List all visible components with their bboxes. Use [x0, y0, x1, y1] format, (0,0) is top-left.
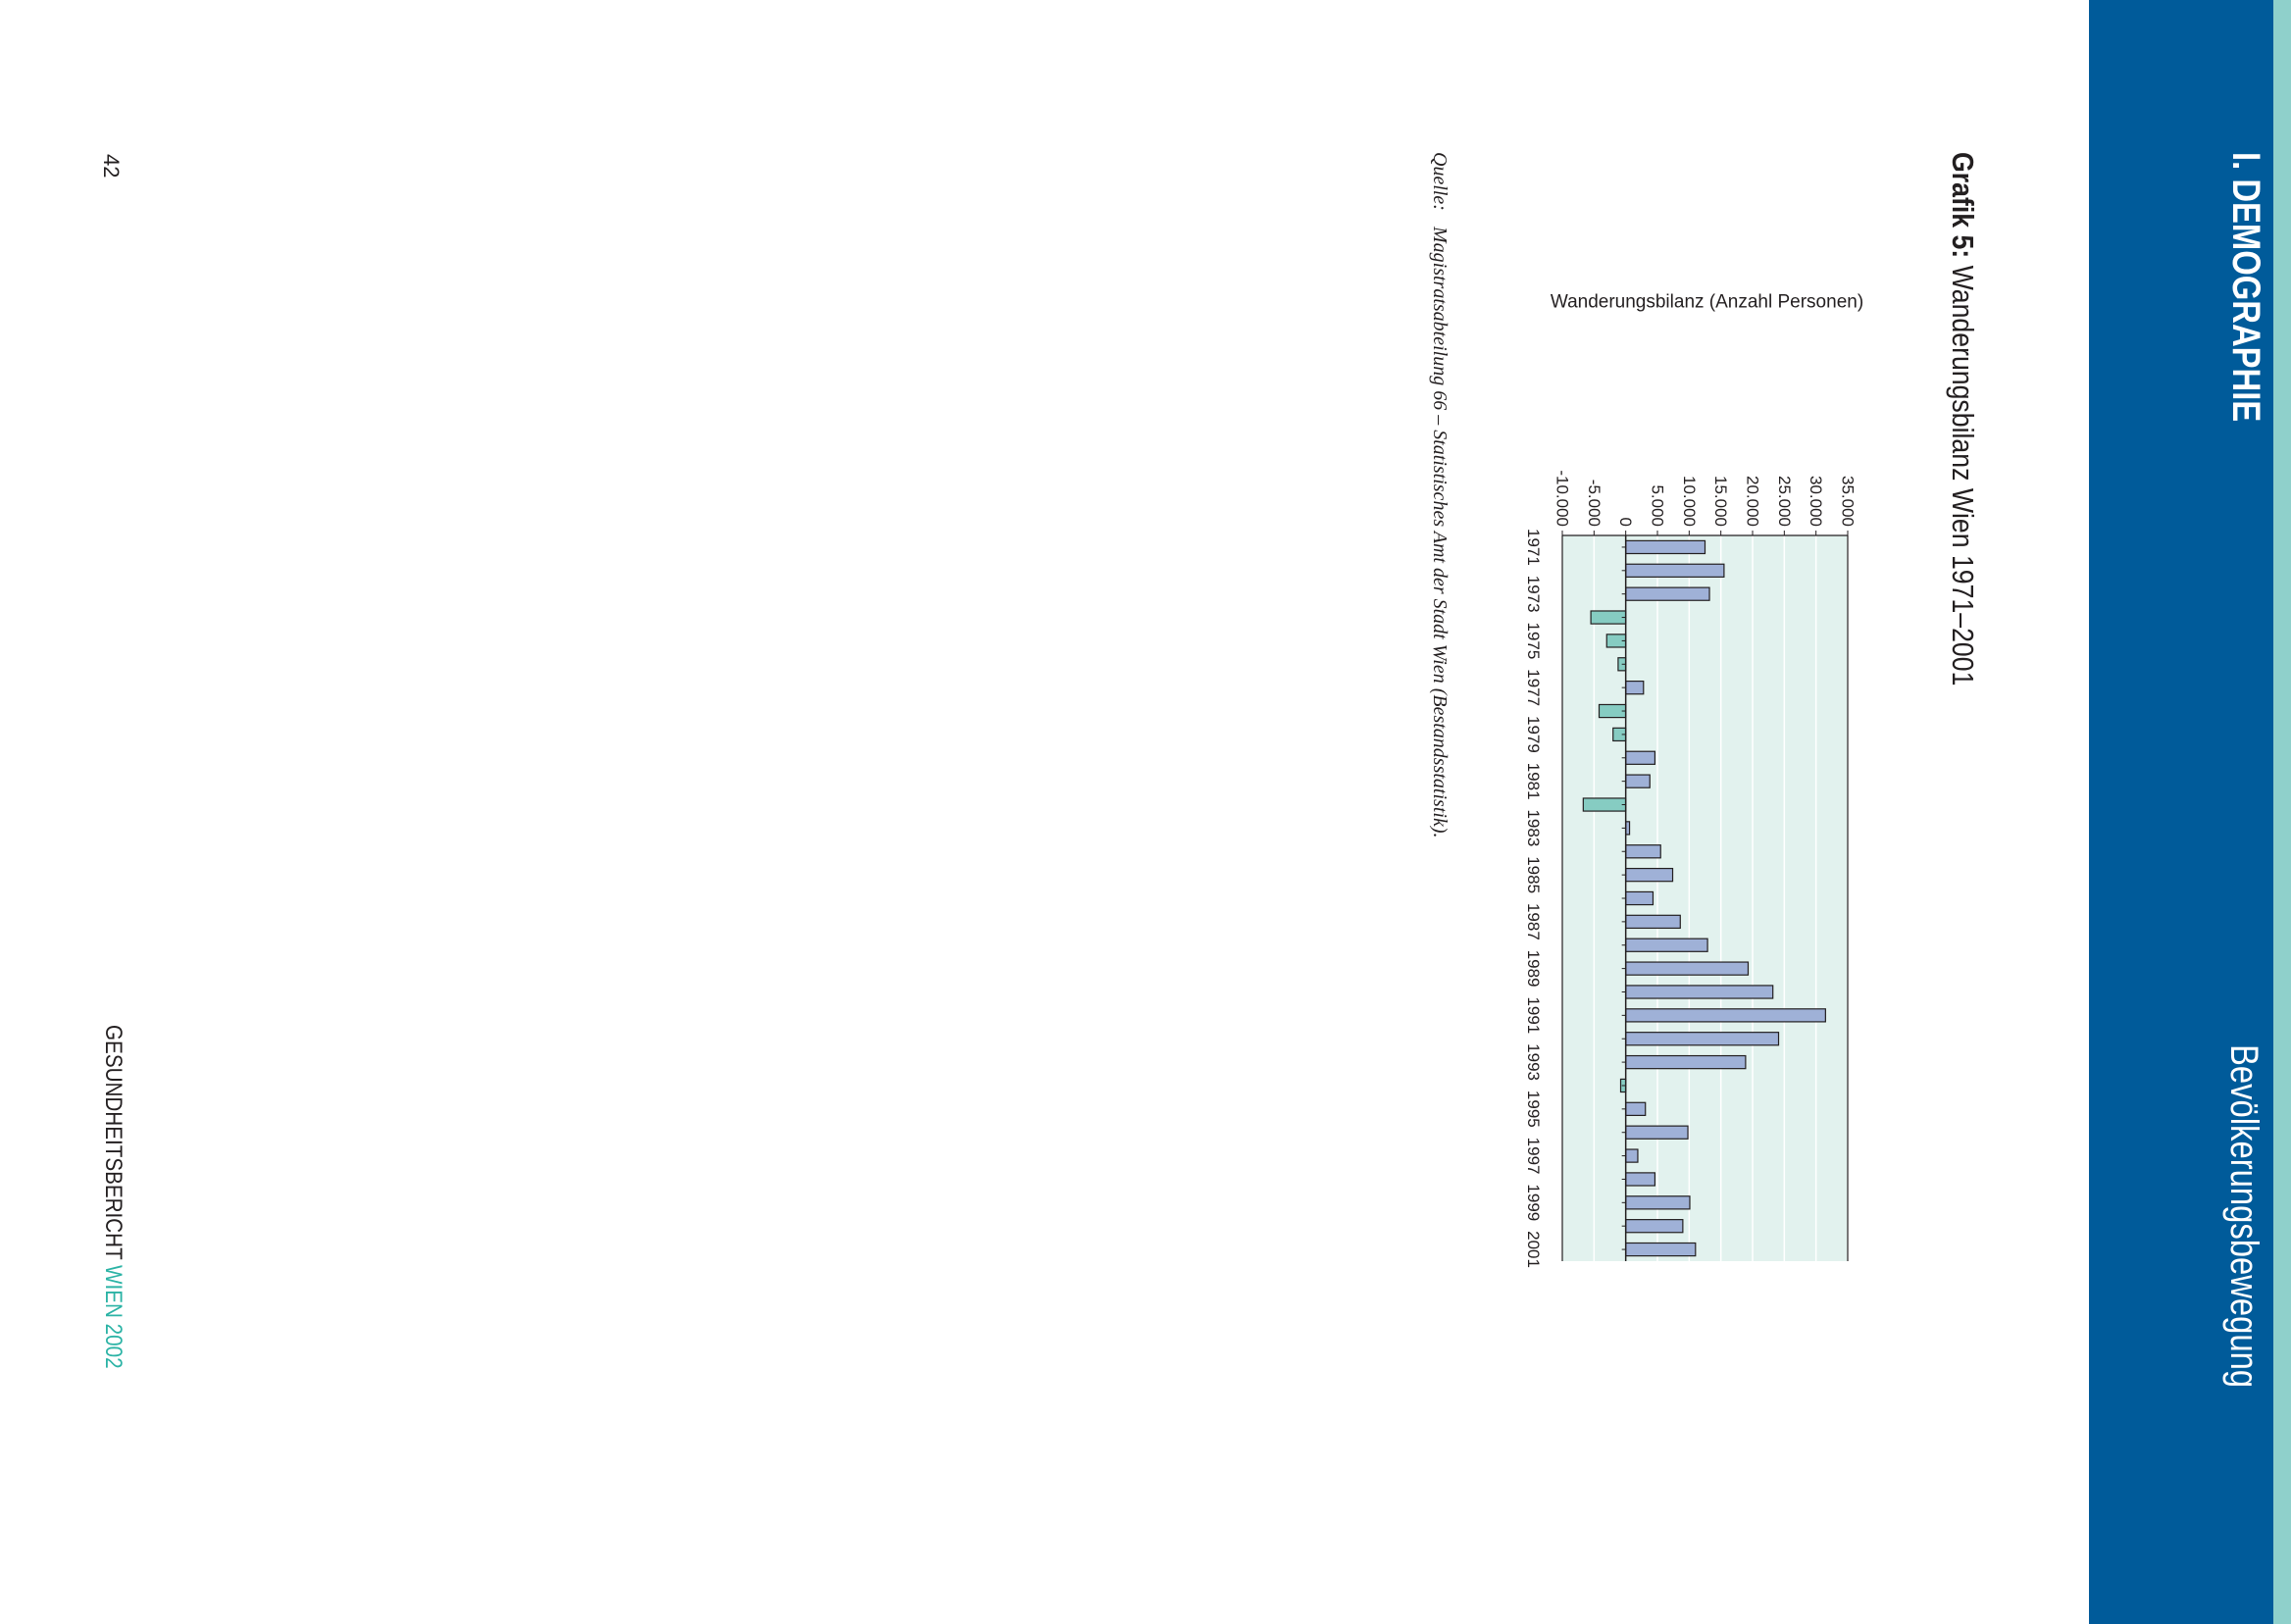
bar-1992 — [1625, 1032, 1780, 1046]
source-note: Quelle: Magistratsabteilung 66 – Statisti… — [1428, 152, 1451, 837]
x-tick-label: 1999 — [1524, 1184, 1543, 1221]
bar-1981 — [1625, 774, 1651, 788]
x-tick-label: 1997 — [1524, 1138, 1543, 1175]
footer-title: GESUNDHEITSBERICHT WIEN 2002 — [99, 1025, 127, 1369]
x-tick-label: 1981 — [1524, 763, 1543, 800]
bar-1985 — [1625, 867, 1674, 883]
x-tick-label: 2001 — [1524, 1231, 1543, 1268]
y-tick-label: 20.000 — [1744, 476, 1762, 527]
x-tick-label: 1987 — [1524, 903, 1543, 940]
source-text: Magistratsabteilung 66 – Statistisches A… — [1429, 226, 1451, 838]
x-tick-label: 1971 — [1524, 529, 1543, 566]
bar-1977 — [1625, 680, 1645, 695]
y-tick-label: 30.000 — [1807, 476, 1825, 527]
bar-1991 — [1625, 1008, 1826, 1023]
y-tick-label: -5.000 — [1585, 480, 1604, 527]
bar-2001 — [1625, 1242, 1697, 1257]
bar-1980 — [1625, 750, 1656, 765]
bar-1974 — [1590, 610, 1627, 625]
bar-1984 — [1625, 844, 1661, 859]
bar-1993 — [1625, 1054, 1747, 1070]
plot-area — [1562, 535, 1848, 1261]
bar-1995 — [1625, 1101, 1647, 1117]
y-tick-label: 35.000 — [1839, 476, 1858, 527]
y-axis-label: Wanderungsbilanz (Anzahl Personen) — [1551, 292, 1863, 313]
bar-1999 — [1625, 1195, 1691, 1210]
bar-1973 — [1625, 586, 1710, 601]
bar-1978 — [1598, 703, 1627, 719]
x-tick-label: 1985 — [1524, 856, 1543, 893]
y-tick-label: 10.000 — [1680, 476, 1699, 527]
footer-title-prefix: GESUNDHEITSBERICHT — [100, 1025, 127, 1266]
page-number: 42 — [99, 154, 124, 178]
x-tick-label: 1975 — [1524, 623, 1543, 660]
source-label: Quelle: — [1429, 152, 1451, 211]
bar-1971 — [1625, 539, 1706, 555]
y-tick-label: 5.000 — [1649, 484, 1667, 527]
bar-1986 — [1625, 890, 1655, 906]
x-tick-label: 1983 — [1524, 809, 1543, 846]
y-tick-label: 0 — [1616, 518, 1635, 527]
y-tick-label: 25.000 — [1775, 476, 1794, 527]
bar-1998 — [1625, 1172, 1656, 1187]
y-tick-label: 15.000 — [1711, 476, 1730, 527]
x-tick-label: 1989 — [1524, 950, 1543, 988]
bar-1982 — [1582, 797, 1627, 812]
footer-title-accent: WIEN 2002 — [100, 1265, 127, 1369]
bar-1987 — [1625, 914, 1681, 930]
bar-1990 — [1625, 985, 1774, 999]
bar-2000 — [1625, 1219, 1684, 1234]
x-tick-label: 1995 — [1524, 1091, 1543, 1128]
bar-1988 — [1625, 938, 1708, 952]
bar-1989 — [1625, 961, 1750, 976]
x-tick-label: 1973 — [1524, 576, 1543, 613]
x-tick-label: 1991 — [1524, 996, 1543, 1034]
x-tick-label: 1979 — [1524, 716, 1543, 753]
bar-1997 — [1625, 1148, 1639, 1163]
y-tick-label: -10.000 — [1553, 470, 1572, 527]
x-tick-label: 1977 — [1524, 669, 1543, 706]
bar-1972 — [1625, 563, 1725, 578]
x-tick-label: 1993 — [1524, 1043, 1543, 1081]
bar-1996 — [1625, 1125, 1689, 1140]
